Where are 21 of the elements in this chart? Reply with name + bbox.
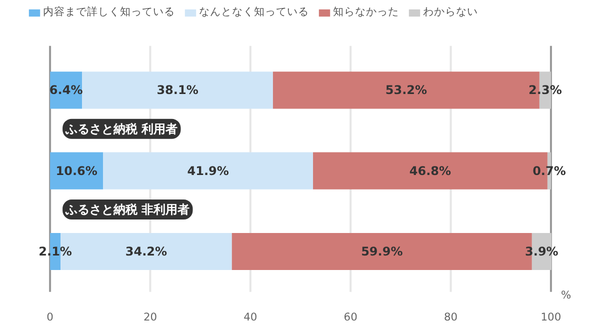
x-tick-label: 40 (244, 310, 258, 323)
x-tick-label: 100 (540, 310, 562, 323)
data-label: 2.1% (38, 244, 72, 258)
x-axis-title: % (560, 288, 572, 302)
data-label: 53.2% (385, 83, 428, 98)
y-tick-label: ふるさと納税 利用者 (64, 122, 178, 136)
legend-label: なんとなく知っている (199, 5, 309, 19)
x-tick-label: 60 (344, 310, 358, 323)
legend-label: 知らなかった (333, 5, 399, 19)
data-label: 38.1% (156, 83, 198, 98)
y-tick-label: ふるさと納税 非利用者 (64, 202, 190, 217)
x-tick-label: 0 (46, 310, 54, 323)
data-label: 34.2% (125, 244, 168, 258)
data-label: 10.6% (56, 164, 98, 178)
x-tick-label: 20 (143, 310, 158, 323)
legend-label: 内容まで詳しく知っている (43, 5, 175, 19)
x-tick-label: 80 (444, 310, 458, 323)
legend-label: わからない (423, 5, 478, 19)
data-label: 59.9% (361, 244, 403, 258)
data-label: 41.9% (187, 164, 229, 178)
data-label: 46.8% (409, 164, 452, 178)
